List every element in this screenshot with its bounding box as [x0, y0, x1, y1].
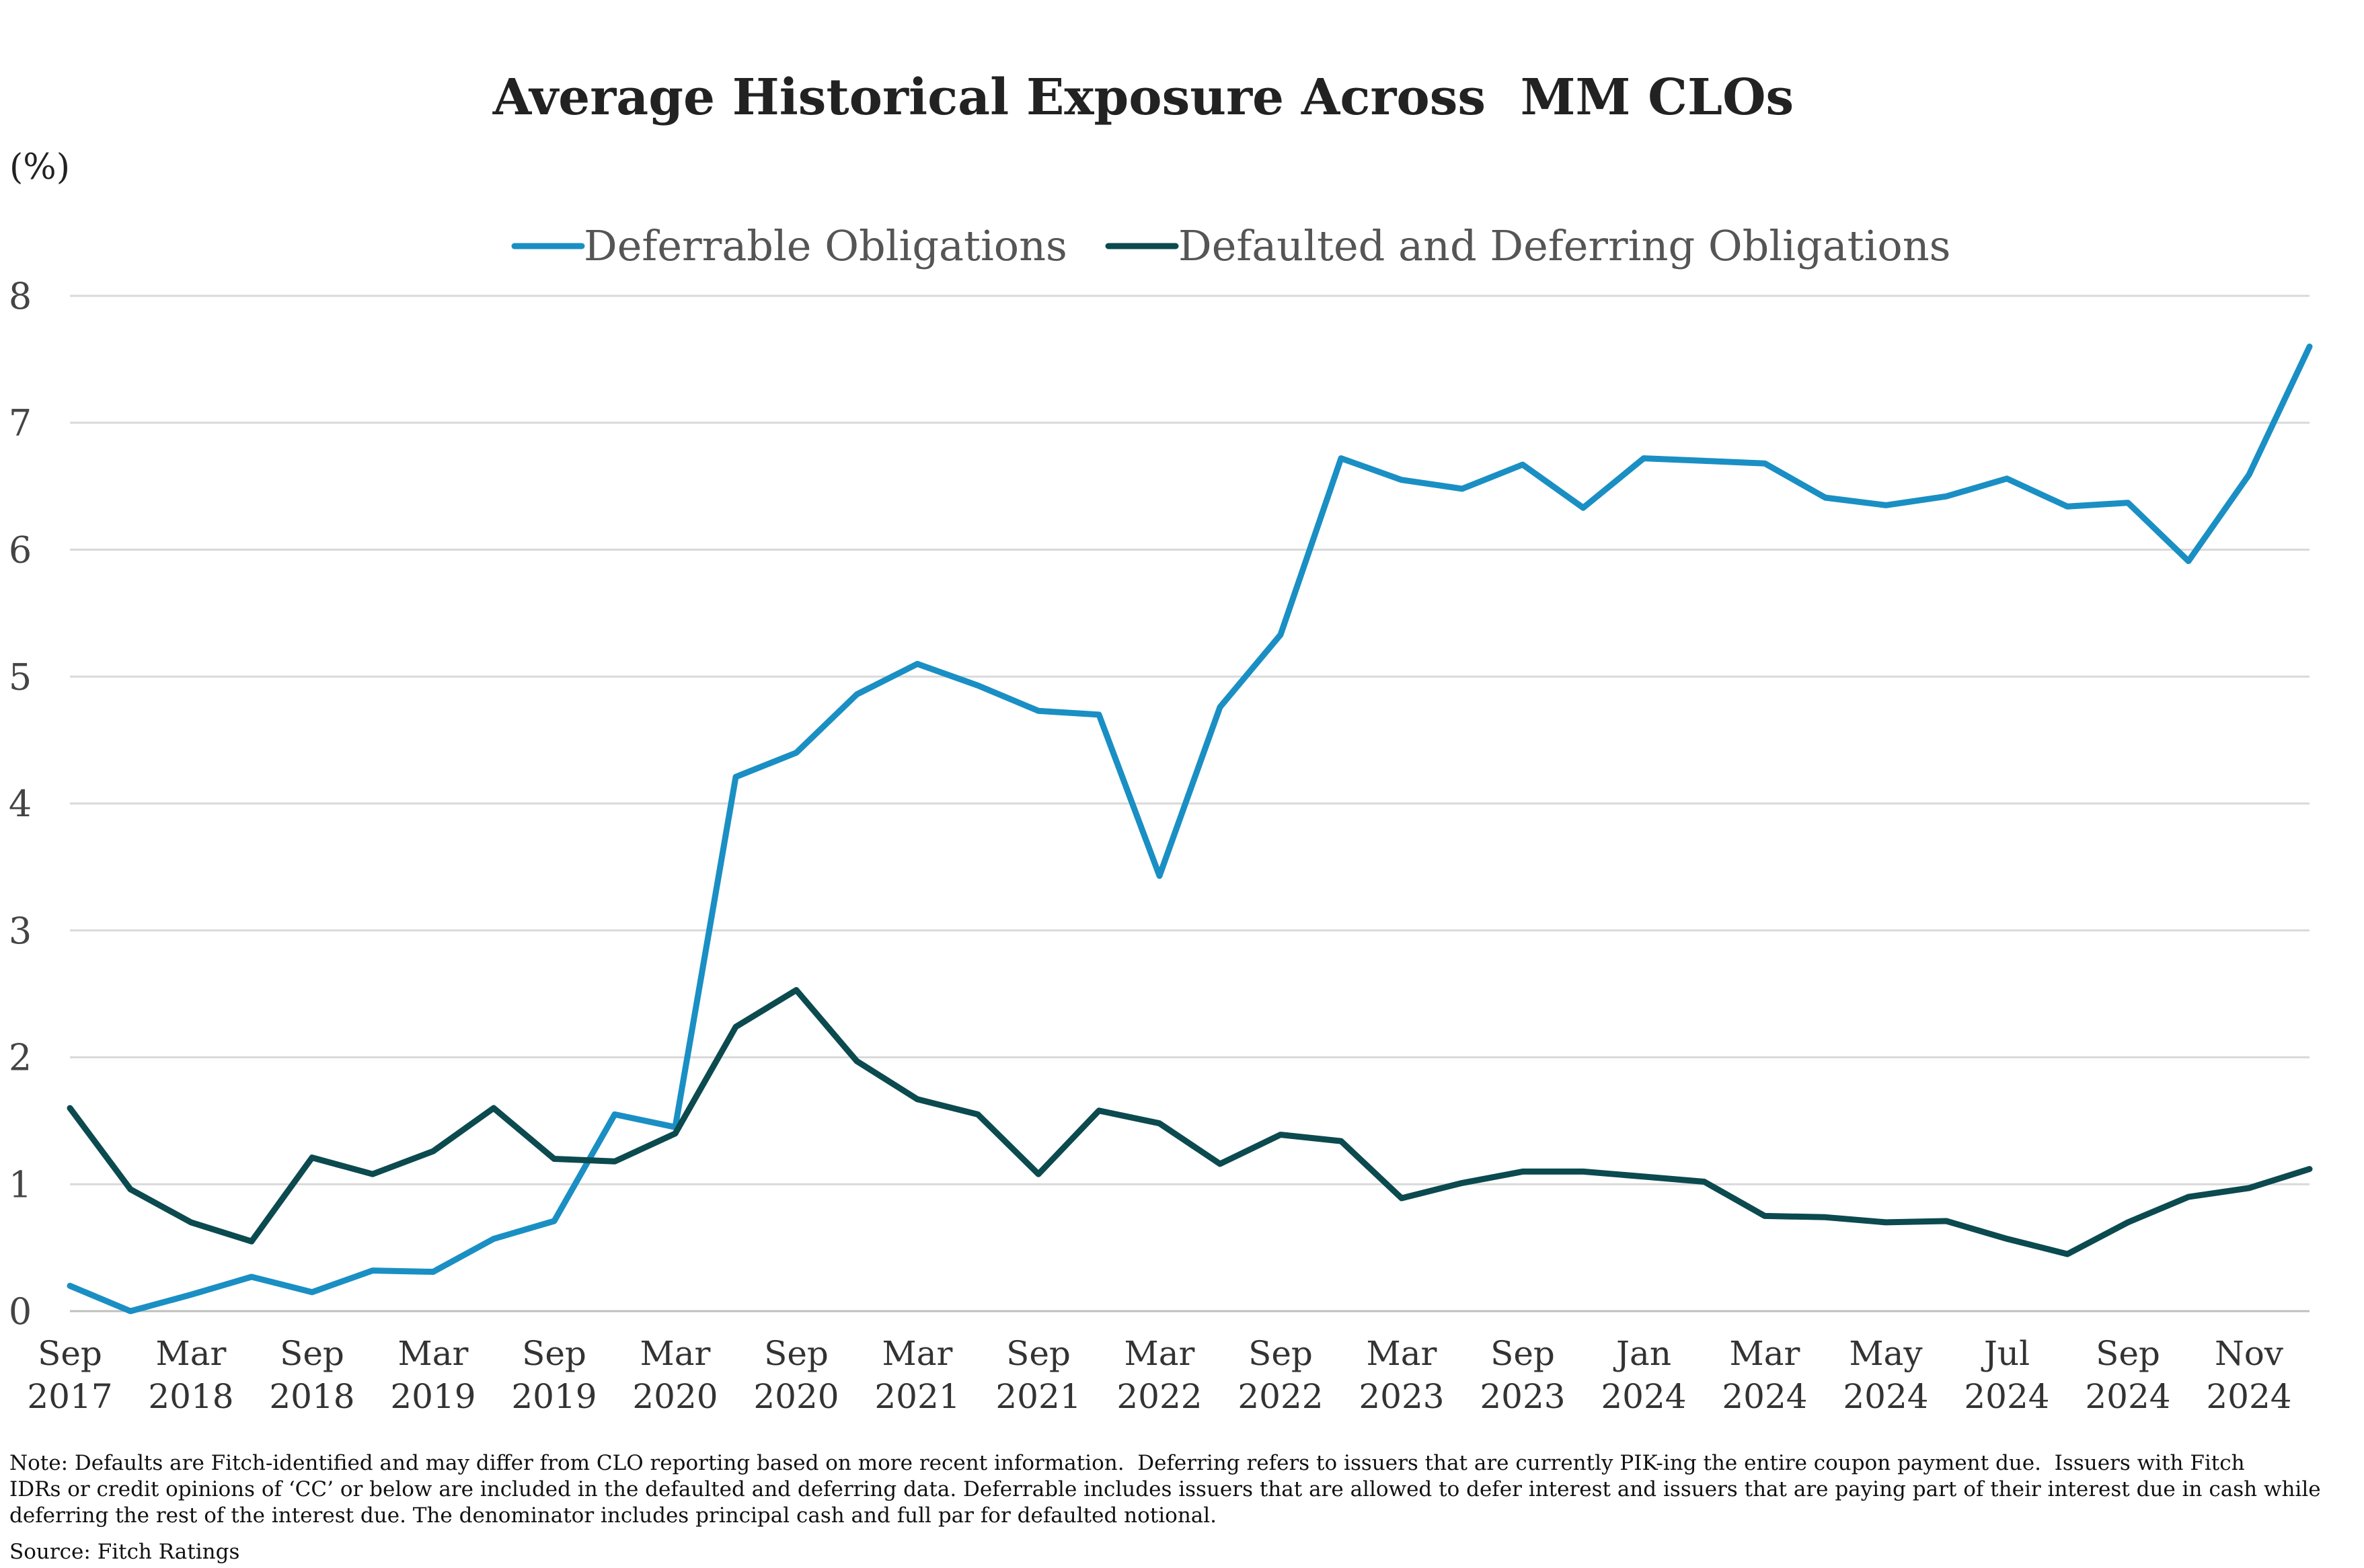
x-tick-label-month: Jan: [1613, 1334, 1671, 1373]
x-tick-label-month: Sep: [38, 1334, 102, 1373]
y-axis: 0 1 2 3 4 5 6 7 8: [9, 275, 32, 1333]
gridlines: [70, 295, 2310, 1312]
x-tick-label-year: 2020: [632, 1377, 718, 1416]
x-tick-label-year: 2019: [511, 1377, 597, 1416]
footnote-line-2: IDRs or credit opinions of ‘CC’ or below…: [9, 1477, 2321, 1501]
x-tick-label-year: 2018: [148, 1377, 233, 1416]
y-tick-label-8: 8: [9, 275, 32, 317]
x-tick-label-month: Mar: [1730, 1334, 1800, 1373]
x-tick-label-year: 2019: [390, 1377, 475, 1416]
legend-label-defaulted: Defaulted and Deferring Obligations: [1178, 221, 1950, 270]
y-tick-label-1: 1: [9, 1163, 32, 1206]
y-tick-label-6: 6: [9, 529, 32, 572]
y-tick-label-5: 5: [9, 656, 32, 698]
x-tick-label-month: Mar: [398, 1334, 469, 1373]
x-tick-label-year: 2017: [27, 1377, 112, 1416]
x-tick-label-month: Jul: [1981, 1334, 2030, 1373]
x-tick-label-month: Sep: [1490, 1334, 1555, 1373]
y-tick-label-4: 4: [9, 783, 32, 825]
x-tick-label-month: Sep: [280, 1334, 344, 1373]
x-tick-label-year: 2024: [1722, 1377, 1807, 1416]
legend: Deferrable Obligations Defaulted and Def…: [511, 221, 1950, 270]
x-tick-label-year: 2023: [1359, 1377, 1444, 1416]
x-tick-label-month: Sep: [2096, 1334, 2160, 1373]
x-tick-label-year: 2023: [1480, 1377, 1565, 1416]
y-axis-unit: (%): [9, 147, 70, 188]
x-tick-label-month: Nov: [2215, 1334, 2284, 1373]
y-tick-label-7: 7: [9, 402, 32, 444]
x-tick-label-year: 2024: [2206, 1377, 2291, 1416]
x-tick-label-year: 2021: [995, 1377, 1081, 1416]
x-tick-label-month: Sep: [1006, 1334, 1071, 1373]
footnote-line-1: Note: Defaults are Fitch-identified and …: [9, 1451, 2245, 1475]
chart-title: Average Historical Exposure Across MM CL…: [492, 69, 1794, 126]
x-tick-label-month: Mar: [640, 1334, 711, 1373]
x-tick-label-year: 2024: [1601, 1377, 1686, 1416]
x-tick-label-month: Mar: [156, 1334, 227, 1373]
source-line: Source: Fitch Ratings: [9, 1540, 239, 1564]
x-tick-label-year: 2024: [1843, 1377, 1928, 1416]
series-line-deferrable: [67, 344, 2313, 1315]
x-tick-label-month: Mar: [1124, 1334, 1195, 1373]
footnote-line-3: deferring the rest of the interest due. …: [9, 1503, 1217, 1528]
x-tick-label-year: 2024: [2085, 1377, 2170, 1416]
x-tick-label-month: May: [1849, 1334, 1923, 1373]
y-tick-label-2: 2: [9, 1037, 32, 1079]
legend-label-deferrable: Deferrable Obligations: [584, 221, 1067, 270]
x-tick-label-month: Mar: [1367, 1334, 1437, 1373]
series-line-defaulted: [67, 987, 2313, 1257]
x-tick-label-month: Mar: [882, 1334, 953, 1373]
x-tick-label-month: Sep: [1248, 1334, 1313, 1373]
y-tick-label-0: 0: [9, 1290, 32, 1333]
x-tick-label-year: 2020: [753, 1377, 839, 1416]
y-tick-label-3: 3: [9, 910, 32, 952]
x-tick-label-year: 2021: [874, 1377, 960, 1416]
x-tick-label-year: 2022: [1116, 1377, 1202, 1416]
x-tick-label-year: 2024: [1964, 1377, 2049, 1416]
x-tick-label-year: 2018: [269, 1377, 354, 1416]
x-tick-label-month: Sep: [522, 1334, 586, 1373]
x-tick-label-month: Sep: [764, 1334, 829, 1373]
plot-area: [67, 344, 2313, 1315]
x-tick-label-year: 2022: [1237, 1377, 1323, 1416]
x-axis: Sep 2017 Mar 2018 Sep 2018 Mar 2019 Sep 2019 Mar 20…: [27, 1334, 2291, 1416]
